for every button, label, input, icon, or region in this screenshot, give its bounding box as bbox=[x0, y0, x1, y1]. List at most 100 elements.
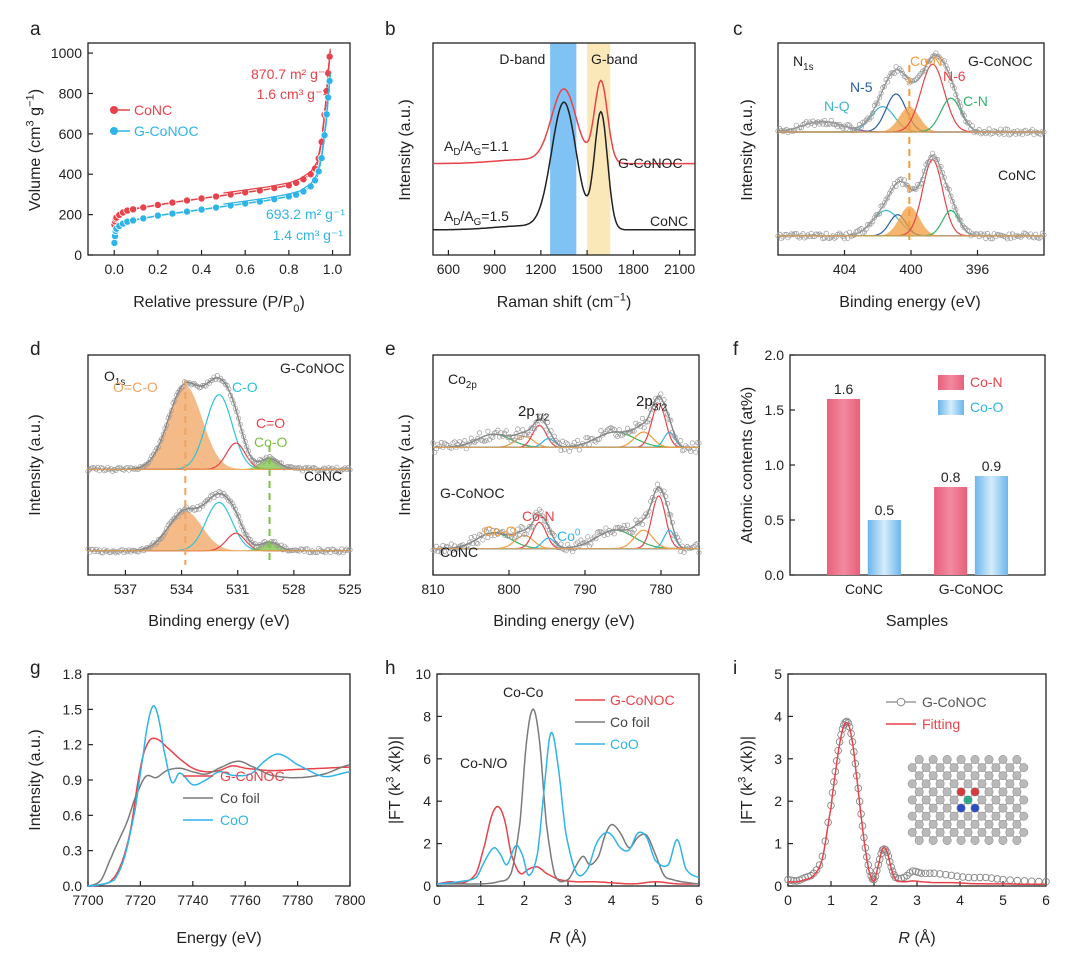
xps-raw-point bbox=[633, 420, 639, 426]
x-tick-label: 1 bbox=[827, 892, 835, 908]
atom bbox=[1005, 811, 1015, 821]
y-tick-label: 0 bbox=[74, 247, 82, 263]
xps-raw-point bbox=[523, 432, 529, 438]
xps-raw-point bbox=[681, 549, 687, 555]
xps-raw-point bbox=[536, 507, 542, 513]
xps-raw-point bbox=[510, 527, 516, 533]
xps-raw-point bbox=[880, 203, 886, 209]
x-tick-label: 780 bbox=[649, 581, 673, 597]
data-point bbox=[999, 875, 1007, 884]
data-point bbox=[917, 869, 926, 878]
xanes-line bbox=[87, 705, 351, 887]
x-tick-label: 0.6 bbox=[235, 261, 255, 277]
x-tick-label: 4 bbox=[608, 892, 616, 908]
x-tick-label: 531 bbox=[226, 581, 250, 597]
atom bbox=[998, 787, 1008, 797]
label-part: (Å) bbox=[561, 928, 587, 947]
y-axis-title: Intensity (a.u.) bbox=[739, 99, 756, 200]
xps-raw-point bbox=[807, 234, 813, 240]
xps-raw-point bbox=[989, 236, 996, 242]
data-point bbox=[930, 869, 938, 878]
label-part: 3 bbox=[737, 777, 749, 783]
y-tick-label: 4 bbox=[774, 708, 782, 724]
legend-label: Co foil bbox=[220, 790, 260, 806]
xps-raw-point bbox=[631, 527, 637, 533]
atom bbox=[998, 819, 1008, 829]
atom bbox=[942, 755, 952, 764]
y-tick-label: 2 bbox=[774, 793, 782, 809]
atom bbox=[998, 755, 1008, 764]
x-tick-label: 1800 bbox=[618, 261, 649, 277]
xps-raw-point bbox=[473, 540, 479, 546]
y-tick-label: 2 bbox=[423, 836, 431, 852]
xps-raw-point bbox=[976, 234, 982, 240]
panel-letter: e bbox=[385, 339, 396, 360]
x-tick-label: 0.8 bbox=[279, 261, 299, 277]
atom bbox=[984, 787, 994, 797]
x-tick-label: 2 bbox=[520, 892, 528, 908]
xps-raw-point bbox=[321, 465, 327, 471]
data-point bbox=[1006, 876, 1014, 884]
xps-raw-point bbox=[206, 497, 212, 503]
y-axis-title: Intensity (a.u.) bbox=[27, 729, 44, 830]
x-tick-label: 600 bbox=[437, 261, 461, 277]
xps-raw-point bbox=[270, 456, 276, 462]
xps-raw-point bbox=[485, 535, 491, 541]
atom bbox=[928, 755, 938, 764]
y-tick-label: 8 bbox=[423, 708, 431, 724]
xps-raw-point bbox=[540, 513, 546, 519]
bar bbox=[826, 399, 861, 575]
xps-raw-point bbox=[679, 448, 685, 454]
panel-letter: i bbox=[733, 658, 737, 679]
xps-raw-point bbox=[486, 526, 493, 532]
atom bbox=[970, 836, 980, 845]
y-tick-label: 400 bbox=[59, 166, 83, 182]
xps-raw-point bbox=[828, 234, 834, 240]
xps-raw-point bbox=[696, 550, 702, 556]
xps-raw-point bbox=[611, 531, 617, 537]
y-axis-title: Intensity (a.u.) bbox=[397, 414, 414, 515]
desorption-line bbox=[223, 72, 331, 205]
annotation: 870.7 m² g⁻¹ bbox=[251, 66, 330, 82]
xps-raw-point bbox=[309, 465, 315, 471]
component-label: Co0​ bbox=[557, 527, 581, 544]
bar bbox=[934, 487, 968, 575]
y-tick-label: 1.5 bbox=[63, 701, 83, 717]
legend-label: G-CoNOC bbox=[610, 692, 675, 708]
xps-raw-point bbox=[528, 425, 534, 431]
ft-line bbox=[437, 708, 700, 885]
annotation: Co-Co bbox=[503, 684, 544, 700]
bar bbox=[974, 476, 1009, 575]
xps-raw-point bbox=[545, 419, 551, 425]
data-point bbox=[921, 869, 930, 878]
atom bbox=[970, 787, 980, 797]
atom bbox=[991, 811, 1001, 821]
xps-raw-point bbox=[575, 539, 581, 545]
data-point bbox=[908, 867, 917, 875]
x-tick-label: 1.0 bbox=[323, 261, 343, 277]
xps-raw-point bbox=[172, 515, 178, 521]
xps-raw-point bbox=[237, 519, 243, 525]
x-tick-label: 7740 bbox=[177, 892, 208, 908]
xps-raw-point bbox=[903, 182, 909, 188]
panel-letter: h bbox=[385, 658, 396, 679]
xps-raw-point bbox=[173, 512, 179, 518]
xps-raw-point bbox=[881, 200, 887, 206]
bar-value-label: 0.9 bbox=[982, 458, 1002, 474]
xps-raw-point bbox=[605, 427, 611, 433]
legend-label: Co-O bbox=[970, 399, 1004, 415]
atom bbox=[963, 763, 973, 773]
atom bbox=[1005, 779, 1015, 789]
xps-raw-point bbox=[518, 524, 524, 530]
xps-raw-point bbox=[175, 389, 181, 396]
x-tick-label: 1500 bbox=[572, 261, 603, 277]
xps-raw-point bbox=[463, 446, 469, 452]
xps-raw-point bbox=[795, 234, 801, 240]
y-tick-label: 0.3 bbox=[63, 843, 83, 859]
peak-label: 2p3/2​ bbox=[636, 393, 667, 414]
x-tick-label: 537 bbox=[114, 581, 138, 597]
series-label: G-CoNOC bbox=[440, 485, 505, 501]
label-part: Volume (cm bbox=[27, 127, 44, 211]
component-label: N-5 bbox=[850, 79, 873, 95]
label-part: 0 bbox=[575, 527, 581, 538]
